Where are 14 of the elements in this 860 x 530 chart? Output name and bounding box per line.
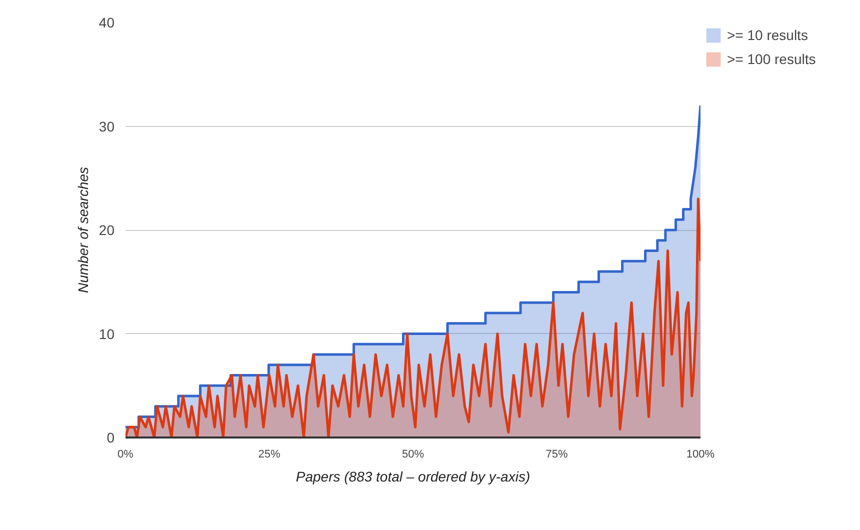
x-tick-label: 25% [258,448,280,460]
y-tick-label: 0 [106,430,115,446]
y-tick-label: 20 [98,222,115,238]
y-tick-label: 30 [98,118,115,134]
x-axis-title: Papers (883 total – ordered by y-axis) [296,468,530,484]
legend-label: >= 10 results [727,27,808,43]
y-tick-label: 10 [98,326,115,342]
x-tick-label: 50% [402,448,424,460]
x-tick-label: 0% [118,448,134,460]
legend-label: >= 100 results [727,51,816,67]
y-tick-label: 40 [98,14,115,30]
x-tick-label: 75% [546,448,568,460]
y-axis-title: Number of searches [74,166,91,294]
x-tick-label: 100% [686,448,715,460]
